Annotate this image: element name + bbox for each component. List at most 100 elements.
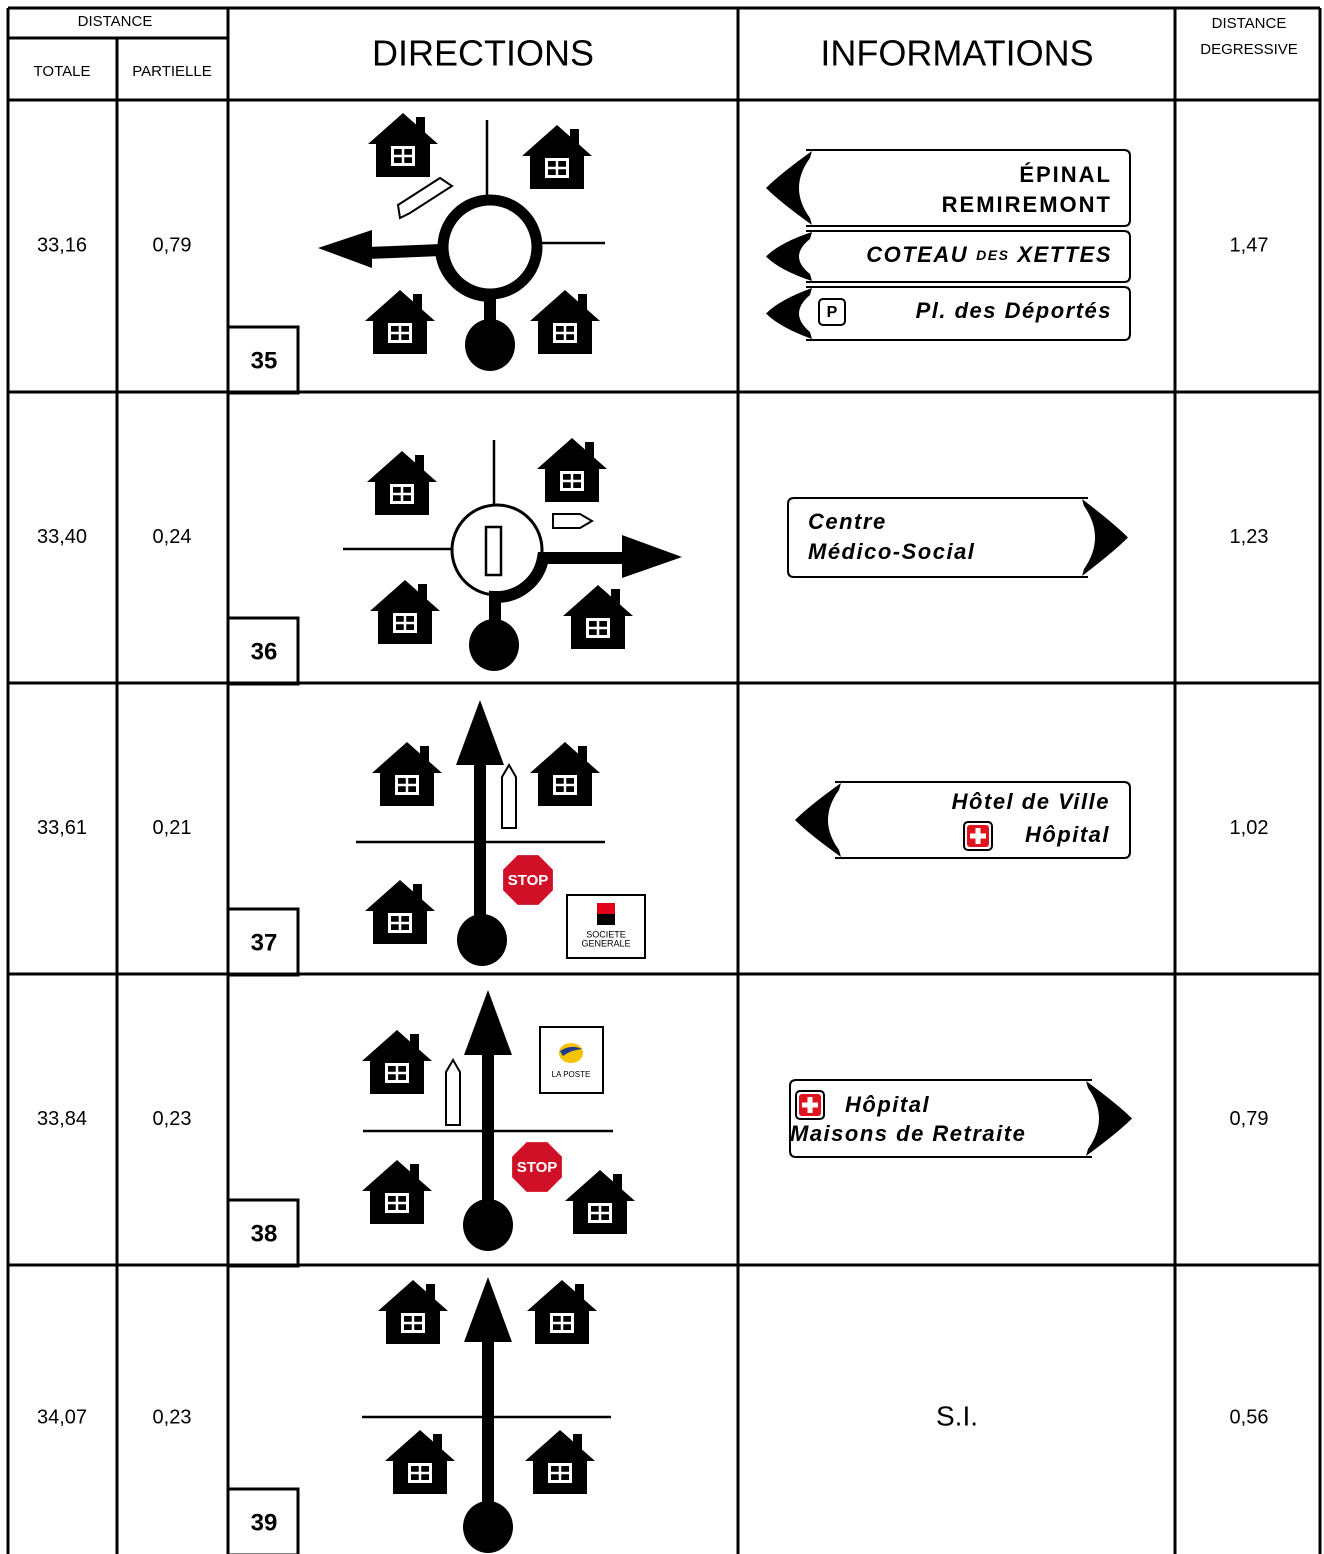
step-box xyxy=(226,1487,300,1554)
sign-text: REMIREMONT xyxy=(942,192,1112,217)
sign-text-part: DES xyxy=(976,247,1009,263)
start-point xyxy=(463,1501,513,1553)
sign-text: COTEAU DES XETTES xyxy=(866,242,1112,267)
distance-partielle: 0,79 xyxy=(153,234,192,256)
sign-chevron xyxy=(1086,1081,1132,1156)
direction-sign xyxy=(806,149,1131,227)
sign-text: Hôpital xyxy=(1025,822,1110,847)
house-icon xyxy=(565,1170,635,1234)
distance-partielle: 0,23 xyxy=(153,1108,192,1130)
distance-degressive: 0,79 xyxy=(1230,1108,1269,1130)
step-number: 37 xyxy=(251,929,278,956)
header-informations: INFORMATIONS xyxy=(820,33,1093,74)
distance-degressive: 0,56 xyxy=(1230,1406,1269,1428)
sign-text: Hôtel de Ville xyxy=(952,789,1110,814)
sign-text: Centre xyxy=(808,509,887,534)
distance-partielle: 0,24 xyxy=(153,526,192,548)
route xyxy=(367,243,496,330)
one-way-sign xyxy=(501,763,517,829)
distance-partielle: 0,21 xyxy=(153,817,192,839)
header-degressive: DEGRESSIVE xyxy=(1200,41,1298,58)
step-number: 35 xyxy=(251,347,278,374)
header-degressive: DISTANCE xyxy=(1212,15,1287,32)
sign-chevron xyxy=(766,288,812,339)
house-icon xyxy=(370,580,440,644)
one-way-sign xyxy=(552,513,594,529)
route xyxy=(489,552,630,625)
sign-chevron xyxy=(766,151,812,225)
distance-totale: 33,16 xyxy=(37,234,87,256)
sign-chevron xyxy=(766,232,812,281)
direction-sign xyxy=(806,230,1131,283)
information: S.I. xyxy=(936,1400,978,1431)
house-icon xyxy=(362,1030,432,1094)
house-icon xyxy=(365,290,435,354)
stop-sign xyxy=(501,853,555,907)
arrow-head xyxy=(622,535,682,578)
arrow-head xyxy=(464,990,512,1055)
step-number: 36 xyxy=(251,638,278,665)
direction-sign xyxy=(835,781,1131,859)
distance-totale: 33,84 xyxy=(37,1108,87,1130)
header-distance: DISTANCE xyxy=(78,13,153,30)
house-icon xyxy=(537,438,607,502)
house-icon xyxy=(522,125,592,189)
sign-text: Hôpital xyxy=(845,1092,930,1117)
logo-text: GENERALE xyxy=(581,938,630,948)
step-box xyxy=(226,325,300,395)
start-point xyxy=(463,1199,513,1251)
step-number: 39 xyxy=(251,1509,278,1536)
header: DISTANCE TOTALE PARTIELLE DIRECTIONS INF… xyxy=(34,13,1298,80)
start-point xyxy=(469,619,519,671)
house-icon xyxy=(365,880,435,944)
sign-text-part: XETTES xyxy=(1015,242,1112,267)
house-icon xyxy=(530,290,600,354)
distance-totale: 33,40 xyxy=(37,526,87,548)
logo-text: LA POSTE xyxy=(552,1070,591,1079)
house-icon xyxy=(367,451,437,515)
header-totale: TOTALE xyxy=(34,63,91,80)
arrow-head xyxy=(464,1277,512,1342)
sign-text: ÉPINAL xyxy=(1019,162,1112,187)
sign-text-part: COTEAU xyxy=(866,242,968,267)
distance-degressive: 1,02 xyxy=(1230,817,1269,839)
start-point xyxy=(465,319,515,371)
parking-icon xyxy=(818,298,846,326)
logo-black xyxy=(597,914,615,925)
direction-sign xyxy=(787,497,1088,578)
one-way-sign xyxy=(445,1058,461,1126)
distance-totale: 34,07 xyxy=(37,1406,87,1428)
stop-label: STOP xyxy=(517,1159,558,1176)
arrow-head xyxy=(456,700,504,765)
sign-text: Médico-Social xyxy=(808,539,975,564)
stop-label: STOP xyxy=(508,872,549,889)
hospital-cross xyxy=(970,833,986,839)
direction-sign xyxy=(789,1079,1092,1158)
house-icon xyxy=(525,1430,595,1494)
direction-sign xyxy=(806,286,1131,341)
start-point xyxy=(457,914,507,966)
logo-text: SOCIETE xyxy=(586,929,626,939)
house-icon xyxy=(362,1160,432,1224)
sign-text: Pl. des Déportés xyxy=(916,298,1112,323)
arrow-head xyxy=(318,230,372,268)
logo-bird xyxy=(560,1046,582,1056)
house-icon xyxy=(527,1280,597,1344)
distance-partielle: 0,23 xyxy=(153,1406,192,1428)
house-icon xyxy=(368,113,438,177)
house-icon xyxy=(378,1280,448,1344)
sign-chevron xyxy=(1082,499,1128,576)
house-icon xyxy=(385,1430,455,1494)
step-box xyxy=(226,907,300,977)
hospital-cross xyxy=(802,1102,818,1108)
distance-degressive: 1,23 xyxy=(1230,526,1269,548)
house-icon xyxy=(372,742,442,806)
logo-red xyxy=(597,903,615,914)
sign-text: Maisons de Retraite xyxy=(790,1121,1026,1146)
step-number: 38 xyxy=(251,1220,278,1247)
sign-chevron xyxy=(795,783,841,857)
distance-totale: 33,61 xyxy=(37,817,87,839)
distance-degressive: 1,47 xyxy=(1230,234,1269,256)
